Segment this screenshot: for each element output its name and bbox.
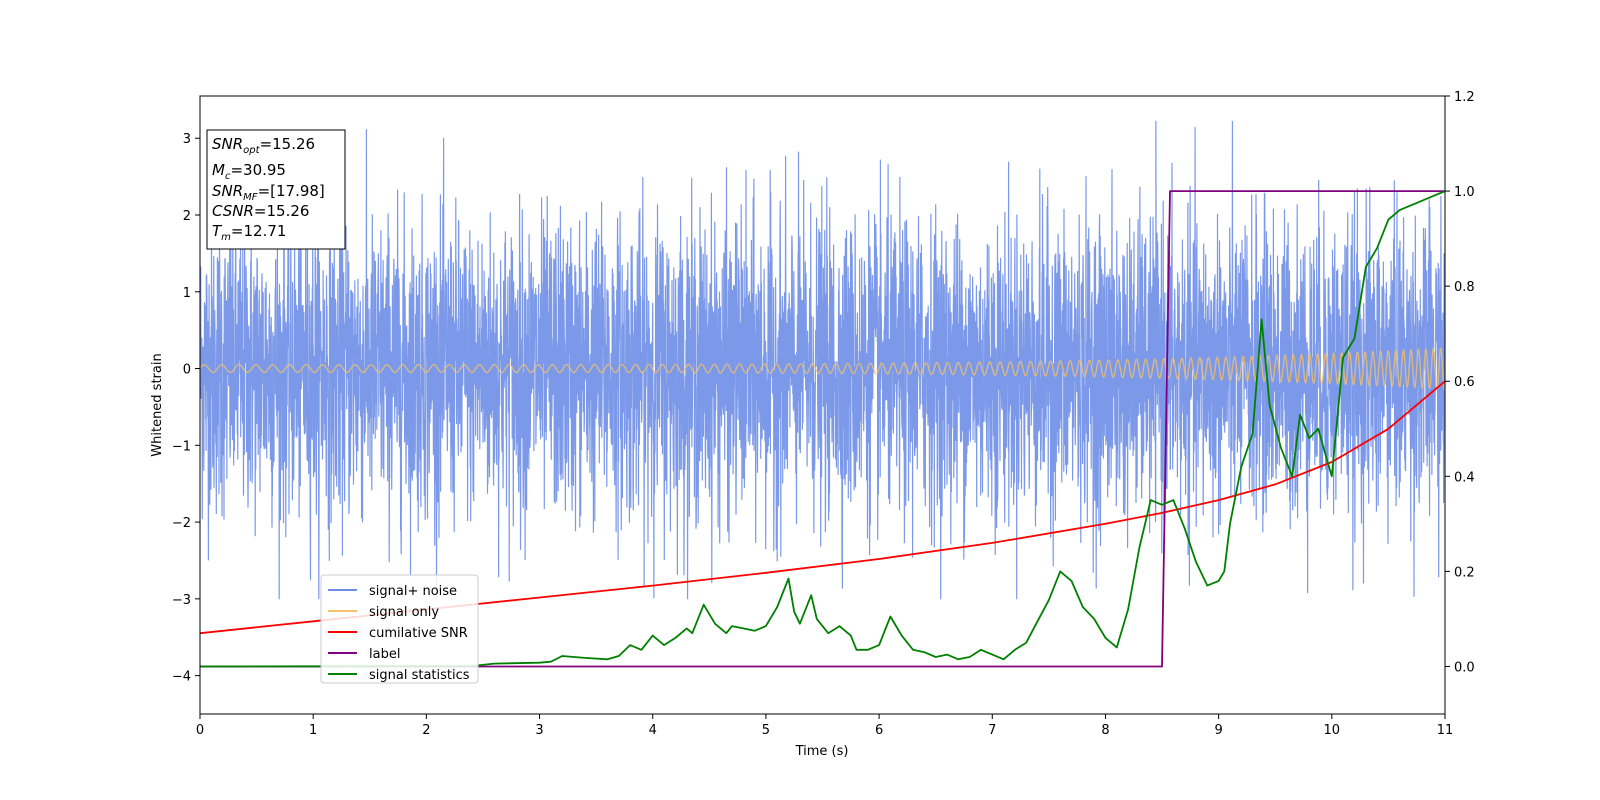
y-left-tick-label: 1 <box>183 286 191 301</box>
y-left-tick-label: −4 <box>172 670 191 685</box>
info-var: CSNR <box>212 202 254 220</box>
x-tick-label: 4 <box>649 723 657 738</box>
info-subscript: m <box>221 232 231 243</box>
y-left-tick-label: −1 <box>172 439 191 454</box>
info-subscript: MF <box>243 192 258 203</box>
x-tick-label: 5 <box>762 723 770 738</box>
y-right-tick-label: 0.6 <box>1454 375 1475 390</box>
series-line-label <box>200 190 1445 668</box>
series-line-signal-noise <box>200 120 1445 600</box>
x-axis: 0 1 2 3 4 5 6 7 8 9 10 11 <box>196 714 1453 738</box>
info-box: SNRopt=15.26Mc=30.95SNRMF=[17.98]CSNR=15… <box>206 129 346 250</box>
x-tick-label: 9 <box>1214 723 1222 738</box>
x-tick-label: 7 <box>988 723 996 738</box>
plot-area-frame <box>199 95 1446 715</box>
series-line-signal-only <box>200 347 1445 390</box>
y-axis-right: 1.2 1.0 0.8 0.6 0.4 0.2 0.0 <box>1445 90 1475 675</box>
info-var: SNR <box>212 182 243 200</box>
y-left-tick-label: 0 <box>183 363 191 378</box>
y-right-tick-label: 0.2 <box>1454 565 1475 580</box>
info-var: SNR <box>212 135 243 153</box>
y-right-tick-label: 0.0 <box>1454 660 1475 675</box>
x-tick-label: 3 <box>535 723 543 738</box>
info-subscript: opt <box>243 145 260 156</box>
legend: signal+ noise signal only cumilative SNR la… <box>320 574 479 684</box>
info-value: =15.26 <box>254 202 310 220</box>
y-left-tick-label: 2 <box>183 209 191 224</box>
y-left-tick-label: −3 <box>172 593 191 608</box>
legend-label: signal statistics <box>369 668 470 683</box>
series-line-signal-statistics <box>200 190 1445 668</box>
info-line: SNRMF=[17.98] <box>212 182 325 203</box>
x-tick-label: 11 <box>1437 723 1454 738</box>
info-subscript: c <box>225 171 231 182</box>
y-left-tick-label: 3 <box>183 132 191 147</box>
info-value: =15.26 <box>260 135 316 153</box>
info-value: =[17.98] <box>258 182 325 200</box>
info-box-frame <box>206 129 346 250</box>
y-axis-label: Whitened strain <box>150 353 165 456</box>
legend-frame <box>320 574 479 684</box>
info-line: Mc=30.95 <box>212 161 286 182</box>
legend-label: signal only <box>369 605 439 620</box>
x-tick-label: 0 <box>196 723 204 738</box>
y-right-tick-label: 1.2 <box>1454 90 1475 105</box>
x-axis-label: Time (s) <box>795 744 849 759</box>
x-tick-label: 1 <box>309 723 317 738</box>
x-tick-label: 6 <box>875 723 883 738</box>
legend-label: signal+ noise <box>369 584 457 599</box>
y-left-tick-label: −2 <box>172 516 191 531</box>
y-right-tick-label: 0.8 <box>1454 280 1475 295</box>
info-value: =12.71 <box>231 222 287 240</box>
info-var: T <box>212 222 223 240</box>
info-var: M <box>212 161 225 179</box>
info-value: =30.95 <box>230 161 286 179</box>
y-right-tick-label: 1.0 <box>1454 185 1475 200</box>
info-line: CSNR=15.26 <box>212 202 309 220</box>
info-line: Tm=12.71 <box>212 222 286 243</box>
legend-label: label <box>369 647 400 662</box>
info-line: SNRopt=15.26 <box>212 135 315 156</box>
x-tick-label: 2 <box>422 723 430 738</box>
x-tick-label: 10 <box>1324 723 1341 738</box>
legend-label: cumilative SNR <box>369 626 468 641</box>
y-right-tick-label: 0.4 <box>1454 470 1475 485</box>
x-tick-label: 8 <box>1101 723 1109 738</box>
y-axis-left: 3 2 1 0 −1 −2 −3 −4 <box>172 132 200 685</box>
